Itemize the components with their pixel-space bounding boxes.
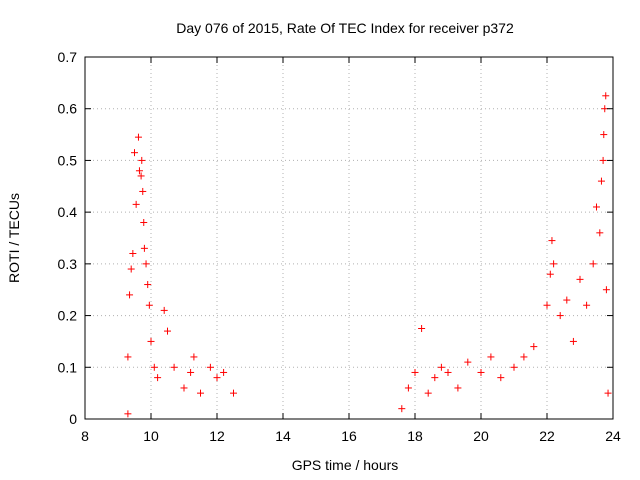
data-point <box>593 203 600 211</box>
data-point <box>543 301 551 309</box>
data-point <box>602 92 610 100</box>
data-point <box>124 353 132 361</box>
data-point <box>140 218 148 226</box>
data-point <box>127 265 135 273</box>
data-point <box>142 260 150 268</box>
data-point <box>454 384 462 392</box>
data-point <box>398 405 406 413</box>
y-tick-labels: 0 0.1 0.2 0.3 0.4 0.5 0.6 0.7 <box>58 49 78 427</box>
x-tick-label: 14 <box>275 428 291 444</box>
data-point <box>530 343 538 351</box>
data-point <box>497 374 505 382</box>
data-point <box>464 358 472 366</box>
y-tick-label: 0 <box>69 411 77 427</box>
data-point <box>220 368 228 376</box>
data-point <box>131 149 138 157</box>
data-point <box>154 374 162 382</box>
data-point <box>418 325 426 332</box>
x-tick-label: 8 <box>81 428 89 444</box>
data-point <box>596 229 604 237</box>
x-tick-label: 16 <box>341 428 357 444</box>
data-point <box>213 374 221 382</box>
data-point <box>129 250 137 258</box>
data-point <box>404 384 412 392</box>
data-point <box>556 312 564 320</box>
x-tick-label: 24 <box>605 428 621 444</box>
data-point <box>431 374 439 382</box>
x-tick-label: 12 <box>209 428 225 444</box>
data-point <box>197 389 204 397</box>
data-point <box>602 286 610 294</box>
data-point <box>510 363 518 371</box>
data-point <box>187 368 195 376</box>
data-point <box>548 237 556 245</box>
data-point <box>424 389 432 397</box>
y-tick-label: 0.2 <box>58 308 78 324</box>
x-tick-label: 20 <box>473 428 489 444</box>
data-point <box>604 389 612 397</box>
data-point <box>589 260 597 268</box>
data-point <box>124 410 132 418</box>
x-tick-label: 22 <box>539 428 555 444</box>
y-tick-label: 0.7 <box>58 49 78 65</box>
data-point <box>180 384 188 392</box>
data-point <box>444 368 452 376</box>
data-point <box>134 133 142 141</box>
data-point <box>135 167 143 175</box>
data-point <box>411 368 419 376</box>
data-point <box>569 337 577 345</box>
data-point <box>487 353 495 361</box>
x-tick-label: 10 <box>143 428 159 444</box>
data-point <box>583 301 591 309</box>
data-point <box>164 327 171 335</box>
data-point <box>520 353 528 361</box>
data-point <box>150 363 158 371</box>
y-tick-label: 0.4 <box>58 204 78 220</box>
y-tick-label: 0.6 <box>58 101 78 117</box>
data-point <box>132 200 140 208</box>
data-point <box>145 301 153 309</box>
y-tick-label: 0.3 <box>58 256 78 272</box>
data-point <box>599 156 607 164</box>
data-point <box>190 353 198 361</box>
y-tick-label: 0.5 <box>58 152 78 168</box>
y-axis-label: ROTI / TECUs <box>6 193 22 283</box>
x-tick-labels: 8 10 12 14 16 18 20 22 24 <box>81 428 621 444</box>
data-point <box>137 172 145 180</box>
data-point <box>550 260 558 268</box>
data-point <box>138 156 146 164</box>
data-point <box>546 270 554 278</box>
y-tick-label: 0.1 <box>58 359 78 375</box>
data-point <box>576 275 584 283</box>
data-point <box>170 363 178 371</box>
data-point <box>230 389 237 397</box>
data-point <box>126 291 134 299</box>
x-tick-label: 18 <box>407 428 423 444</box>
chart-gridlines <box>85 57 613 419</box>
data-point <box>563 296 571 304</box>
data-point <box>206 363 214 371</box>
data-point <box>147 337 155 345</box>
data-point <box>160 306 168 314</box>
data-point <box>140 244 148 252</box>
axis-ticks <box>84 56 614 420</box>
data-point <box>437 363 445 371</box>
x-axis-label: GPS time / hours <box>292 457 399 473</box>
data-points <box>124 92 612 418</box>
data-point <box>139 187 147 195</box>
data-point <box>600 131 608 139</box>
chart-title: Day 076 of 2015, Rate Of TEC Index for r… <box>176 20 514 36</box>
data-point <box>144 281 152 289</box>
data-point <box>477 368 485 376</box>
data-point <box>597 177 605 185</box>
